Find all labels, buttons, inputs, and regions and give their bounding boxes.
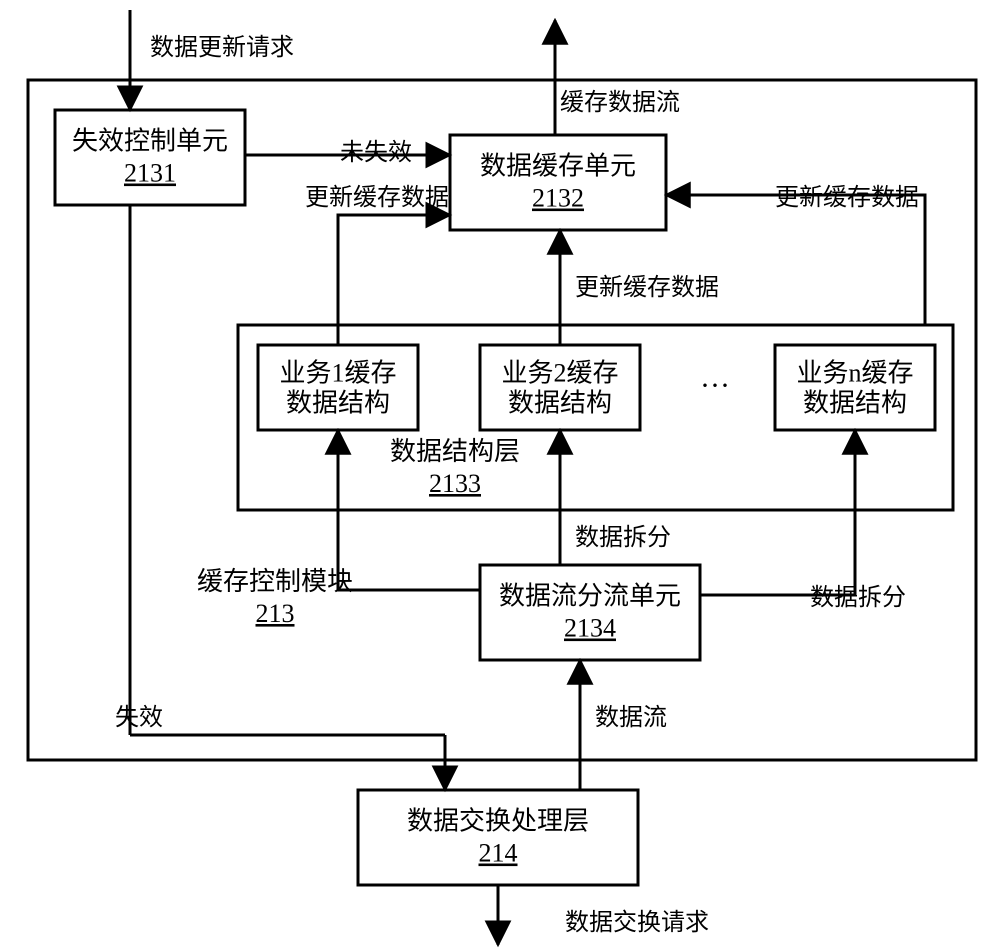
data-structure-layer-box bbox=[238, 325, 953, 510]
data-split-unit-box: 数据流分流单元 2134 bbox=[480, 565, 700, 660]
data-cache-unit-box: 数据缓存单元 2132 bbox=[450, 135, 666, 230]
biz1-cache-struct-box: 业务1缓存数据结构 bbox=[258, 345, 418, 430]
fail-control-unit-box: 失效控制单元 2131 bbox=[55, 110, 245, 205]
svg-text:2134: 2134 bbox=[564, 614, 616, 643]
dataStream-label: 数据流 bbox=[595, 704, 667, 731]
flow-diagram: 失效控制单元2131数据缓存单元2132业务1缓存数据结构业务2缓存数据结构业务… bbox=[0, 0, 1000, 952]
cacheStream-label: 缓存数据流 bbox=[560, 89, 680, 116]
bizn-cache-struct-box: 业务n缓存数据结构 bbox=[775, 345, 935, 430]
svg-text:数据结构层: 数据结构层 bbox=[390, 437, 520, 466]
dataSplit1-label: 数据拆分 bbox=[575, 524, 671, 551]
svg-text:数据结构: 数据结构 bbox=[508, 389, 612, 418]
data-exchange-layer-box: 数据交换处理层 214 bbox=[358, 790, 638, 885]
updCache2-label: 更新缓存数据 bbox=[775, 184, 919, 211]
notFailed-label: 未失效 bbox=[340, 139, 412, 166]
svg-text:失效控制单元: 失效控制单元 bbox=[72, 127, 228, 156]
failed-label: 失效 bbox=[115, 704, 163, 731]
updCache1-label: 更新缓存数据 bbox=[305, 184, 449, 211]
svg-text:2133: 2133 bbox=[429, 469, 481, 498]
svg-text:数据结构: 数据结构 bbox=[286, 389, 390, 418]
svg-text:缓存控制模块: 缓存控制模块 bbox=[197, 567, 353, 596]
svg-text:213: 213 bbox=[256, 599, 295, 628]
svg-text:数据结构: 数据结构 bbox=[803, 389, 907, 418]
dataSplit2-label: 数据拆分 bbox=[810, 584, 906, 611]
exchangeReq-label: 数据交换请求 bbox=[565, 909, 709, 936]
svg-text:2132: 2132 bbox=[532, 184, 584, 213]
svg-text:2131: 2131 bbox=[124, 159, 176, 188]
svg-text:214: 214 bbox=[479, 839, 518, 868]
updCache3-label: 更新缓存数据 bbox=[575, 274, 719, 301]
svg-text:业务1缓存: 业务1缓存 bbox=[279, 359, 396, 388]
svg-text:业务2缓存: 业务2缓存 bbox=[501, 359, 618, 388]
svg-text:数据交换处理层: 数据交换处理层 bbox=[407, 807, 589, 836]
updateReq-label: 数据更新请求 bbox=[150, 34, 294, 61]
svg-text:业务n缓存: 业务n缓存 bbox=[796, 359, 913, 388]
svg-text:数据缓存单元: 数据缓存单元 bbox=[480, 152, 636, 181]
ellipsis: ··· bbox=[700, 369, 730, 402]
svg-text:数据流分流单元: 数据流分流单元 bbox=[499, 582, 681, 611]
biz2-cache-struct-box: 业务2缓存数据结构 bbox=[480, 345, 640, 430]
